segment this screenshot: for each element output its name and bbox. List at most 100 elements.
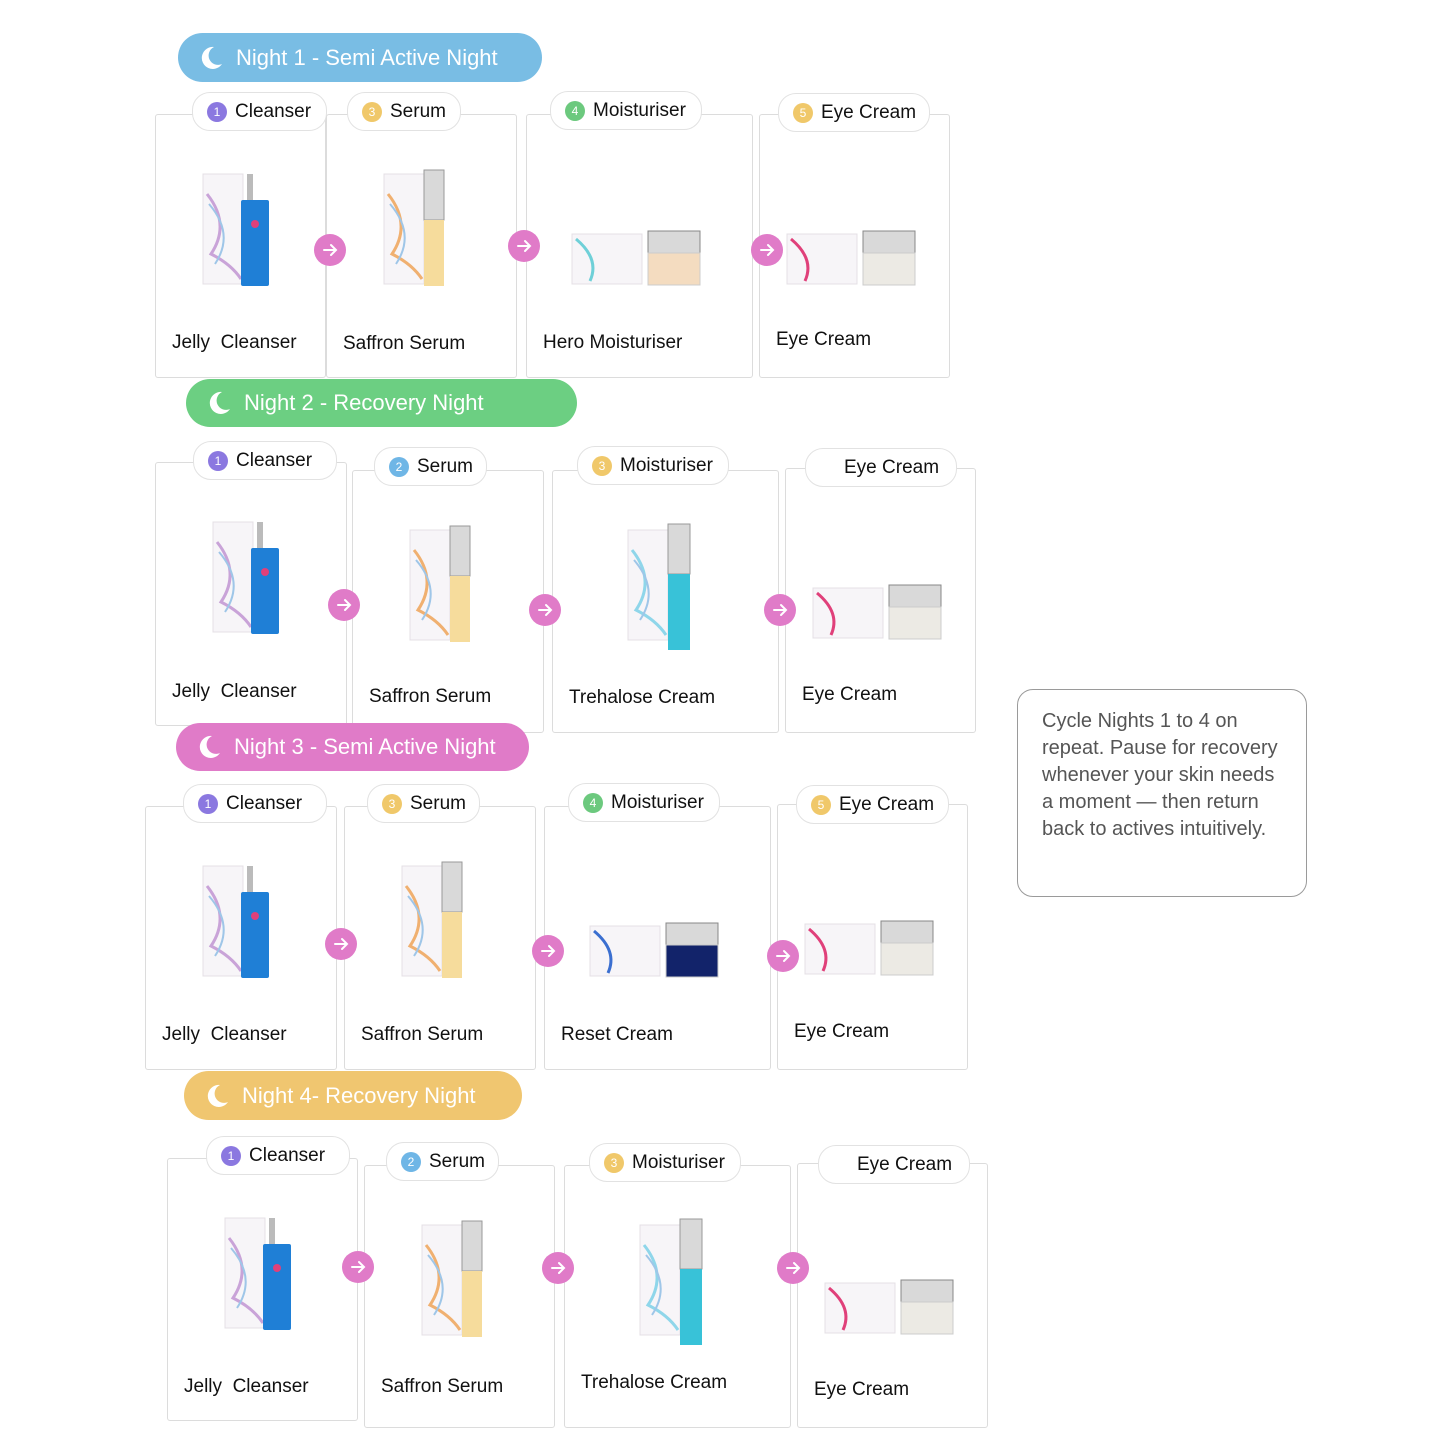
step-label: Moisturiser xyxy=(620,454,713,476)
step-label: Serum xyxy=(429,1150,485,1172)
moisturiser-product-image xyxy=(570,189,710,294)
cleanser-product-image xyxy=(223,1208,303,1338)
arrow-right-icon xyxy=(314,234,346,266)
arrow-right-icon xyxy=(542,1252,574,1284)
step-label: Cleanser xyxy=(249,1144,326,1166)
step-tab: 3 Serum xyxy=(367,784,480,823)
serum-product-image xyxy=(382,164,462,294)
product-name: Jelly Cleanser xyxy=(172,332,297,353)
step-number-badge: 1 xyxy=(207,101,227,122)
product-name: Trehalose Cream xyxy=(569,687,716,708)
step-label: Cleanser xyxy=(236,449,313,471)
arrow-right-icon xyxy=(532,935,564,967)
product-name: Jelly Cleanser xyxy=(184,1376,309,1397)
step-tab: Eye Cream xyxy=(818,1145,970,1184)
trehalose-product-image xyxy=(638,1215,718,1355)
product-name: Saffron Serum xyxy=(343,333,466,354)
step-number-badge: 3 xyxy=(604,1152,624,1173)
trehalose-product-image xyxy=(626,520,706,660)
step-tab: 4 Moisturiser xyxy=(568,783,720,822)
step-label: Eye Cream xyxy=(844,456,940,478)
step-number-badge: 3 xyxy=(592,455,612,476)
arrow-right-icon xyxy=(767,940,799,972)
step-label: Eye Cream xyxy=(821,101,917,123)
arrow-right-icon xyxy=(325,928,357,960)
cycle-note: Cycle Nights 1 to 4 on repeat. Pause for… xyxy=(1017,689,1307,897)
step-label: Cleanser xyxy=(226,792,303,814)
step-label: Moisturiser xyxy=(611,791,704,813)
arrow-right-icon xyxy=(751,234,783,266)
product-name: Eye Cream xyxy=(814,1379,910,1400)
moon-icon xyxy=(196,734,234,760)
cleanser-product-image xyxy=(201,856,281,986)
night-3-banner: Night 3 - Semi Active Night xyxy=(176,723,529,771)
eyecream-product-image xyxy=(803,879,943,984)
product-name: Trehalose Cream xyxy=(581,1372,728,1393)
night-title: Night 1 - Semi Active Night xyxy=(236,44,498,70)
product-name: Eye Cream xyxy=(794,1021,890,1042)
step-tab: 1 Cleanser xyxy=(192,92,327,131)
step-number-badge: 1 xyxy=(208,450,228,471)
serum-product-image xyxy=(420,1215,500,1345)
step-number-badge: 3 xyxy=(362,101,382,122)
moon-icon xyxy=(206,390,244,416)
step-tab: 1 Cleanser xyxy=(206,1136,350,1175)
eyecream-product-image xyxy=(785,189,925,294)
step-tab: 2 Serum xyxy=(386,1142,499,1181)
step-tab: 2 Serum xyxy=(374,447,487,486)
moon-icon xyxy=(198,45,236,71)
eyecream-product-image xyxy=(823,1238,963,1343)
step-label: Eye Cream xyxy=(857,1153,953,1175)
step-tab: 1 Cleanser xyxy=(193,441,337,480)
night-4-banner: Night 4- Recovery Night xyxy=(184,1071,522,1120)
arrow-right-icon xyxy=(777,1252,809,1284)
product-name: Saffron Serum xyxy=(381,1376,504,1397)
cleanser-product-image xyxy=(211,512,291,642)
step-label: Moisturiser xyxy=(632,1151,725,1173)
step-tab: 5 Eye Cream xyxy=(778,93,930,132)
product-name: Jelly Cleanser xyxy=(162,1024,287,1045)
night-title: Night 4- Recovery Night xyxy=(242,1082,476,1108)
night-1-banner: Night 1 - Semi Active Night xyxy=(178,33,542,82)
step-tab: 1 Cleanser xyxy=(183,784,327,823)
step-number-badge: 3 xyxy=(382,793,402,814)
step-tab: 3 Moisturiser xyxy=(589,1143,741,1182)
night-2-banner: Night 2 - Recovery Night xyxy=(186,379,577,427)
arrow-right-icon xyxy=(764,594,796,626)
eyecream-product-image xyxy=(811,543,951,648)
step-label: Eye Cream xyxy=(839,793,935,815)
step-label: Serum xyxy=(410,792,466,814)
step-label: Cleanser xyxy=(235,100,312,122)
moon-icon xyxy=(204,1083,242,1109)
arrow-right-icon xyxy=(328,589,360,621)
step-label: Moisturiser xyxy=(593,99,686,121)
step-tab: Eye Cream xyxy=(805,448,957,487)
step-number-badge: 5 xyxy=(793,102,813,123)
reset-product-image xyxy=(588,881,728,986)
step-number-badge: 2 xyxy=(401,1151,421,1172)
product-name: Saffron Serum xyxy=(361,1024,484,1045)
cleanser-product-image xyxy=(201,164,281,294)
step-number-badge: 5 xyxy=(811,794,831,815)
arrow-right-icon xyxy=(529,594,561,626)
step-tab: 3 Serum xyxy=(347,92,461,131)
product-name: Reset Cream xyxy=(561,1024,673,1045)
step-number-badge: 1 xyxy=(221,1145,241,1166)
step-label: Serum xyxy=(390,100,446,122)
serum-product-image xyxy=(400,856,480,986)
arrow-right-icon xyxy=(342,1251,374,1283)
step-number-badge: 4 xyxy=(565,100,585,121)
product-name: Jelly Cleanser xyxy=(172,681,297,702)
night-title: Night 3 - Semi Active Night xyxy=(234,734,496,759)
step-number-badge: 4 xyxy=(583,792,603,813)
product-name: Hero Moisturiser xyxy=(543,332,683,353)
step-number-badge: 1 xyxy=(198,793,218,814)
arrow-right-icon xyxy=(508,230,540,262)
step-number-badge: 2 xyxy=(389,456,409,477)
step-label: Serum xyxy=(417,455,473,477)
serum-product-image xyxy=(408,520,488,650)
step-tab: 4 Moisturiser xyxy=(550,91,702,130)
night-title: Night 2 - Recovery Night xyxy=(244,390,484,415)
step-tab: 5 Eye Cream xyxy=(796,785,949,824)
product-name: Eye Cream xyxy=(802,684,898,705)
